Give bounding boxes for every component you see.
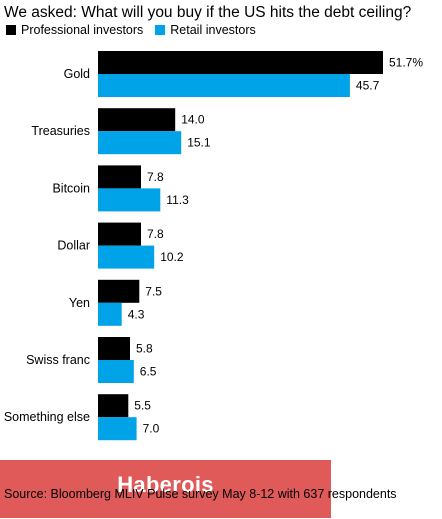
bar-treasuries-professional (98, 108, 176, 132)
bar-something-else-professional (98, 394, 129, 418)
category-label-something-else: Something else (4, 410, 90, 424)
legend-item-professional: Professional investors (6, 23, 143, 37)
bar-gold-professional (98, 51, 383, 74)
value-label-swiss-franc-professional: 5.8 (136, 342, 153, 356)
bar-yen-retail (98, 302, 122, 326)
value-label-something-else-retail: 7.0 (143, 422, 160, 436)
legend-swatch-retail (155, 25, 166, 35)
bar-swiss-franc-retail (98, 360, 134, 383)
value-label-yen-retail: 4.3 (128, 307, 145, 321)
value-label-treasuries-professional: 14.0 (181, 113, 205, 127)
category-label-bitcoin: Bitcoin (52, 181, 90, 195)
watermark-banner: Haberois (0, 460, 331, 518)
value-label-gold-retail: 45.7 (356, 79, 380, 93)
chart-legend: Professional investors Retail investors (6, 23, 268, 37)
bar-dollar-professional (98, 222, 141, 246)
value-label-yen-professional: 7.5 (145, 284, 162, 298)
bar-yen-professional (98, 279, 140, 303)
legend-label-retail: Retail investors (170, 23, 256, 37)
value-label-bitcoin-professional: 7.8 (147, 170, 164, 184)
category-label-dollar: Dollar (57, 239, 90, 253)
value-label-swiss-franc-retail: 6.5 (140, 365, 157, 379)
bar-something-else-retail (98, 417, 137, 441)
bar-chart: Gold 51.7% 45.7 Treasuries 14.0 15.1 Bitcoin 7.… (4, 51, 423, 441)
category-label-gold: Gold (64, 67, 90, 81)
value-label-dollar-retail: 10.2 (160, 250, 184, 264)
value-label-treasuries-retail: 15.1 (187, 136, 211, 150)
category-label-yen: Yen (69, 296, 90, 310)
legend-swatch-professional (6, 25, 16, 35)
bar-dollar-retail (98, 245, 155, 269)
bar-gold-retail (98, 74, 350, 97)
watermark-text: Haberois (117, 472, 214, 497)
value-label-gold-professional: 51.7% (389, 56, 423, 70)
bar-treasuries-retail (98, 131, 182, 155)
legend-label-professional: Professional investors (21, 23, 144, 37)
legend-item-retail: Retail investors (155, 23, 256, 37)
value-label-something-else-professional: 5.5 (134, 399, 151, 413)
value-label-bitcoin-retail: 11.3 (166, 193, 189, 207)
bar-swiss-franc-professional (98, 337, 130, 360)
bar-bitcoin-professional (98, 165, 141, 189)
category-label-treasuries: Treasuries (31, 124, 90, 138)
source-note: Source: Bloomberg MLIV Pulse survey May … (4, 487, 397, 501)
value-label-dollar-professional: 7.8 (147, 227, 164, 241)
bar-bitcoin-retail (98, 188, 161, 212)
chart-title: We asked: What will you buy if the US hi… (4, 4, 412, 21)
category-label-swiss-franc: Swiss franc (26, 353, 90, 367)
